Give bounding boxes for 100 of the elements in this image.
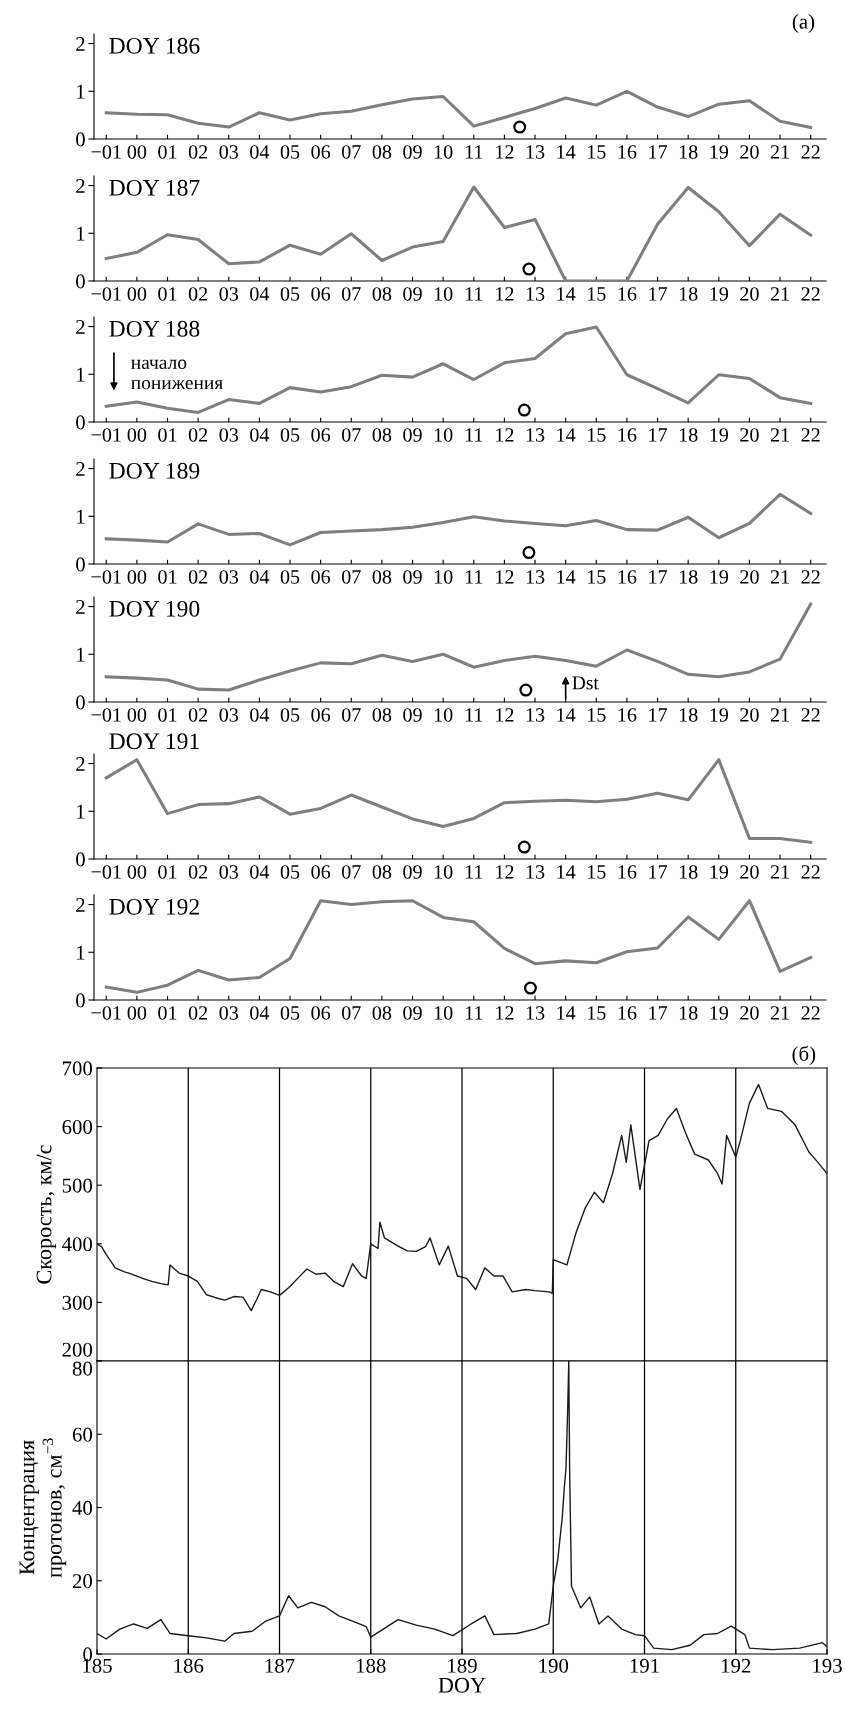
x-tick-label: 22	[801, 570, 820, 584]
x-tick-label: 02	[188, 865, 208, 879]
y-tick-label: 1	[77, 945, 85, 960]
x-tick-label: 16	[618, 145, 637, 159]
x-tick-label: 193	[813, 1658, 842, 1673]
x-tick-label: 15	[587, 1006, 606, 1020]
y-tick-label: 0	[76, 415, 85, 430]
x-tick-label: 21	[770, 287, 789, 301]
y-tick-label: 1	[77, 804, 85, 819]
chart-title: DOY 189	[109, 462, 200, 479]
x-tick-label: 08	[372, 865, 392, 879]
x-tick-label: 09	[403, 570, 422, 584]
x-tick-label: 08	[372, 145, 392, 159]
y-tick-label: 200	[62, 1342, 93, 1357]
x-tick-label: 05	[280, 145, 300, 159]
x-tick-label: 20	[740, 287, 759, 301]
y-tick-label: 0	[76, 993, 85, 1008]
x-tick-label: 09	[403, 1006, 422, 1020]
chart-title: DOY 191	[109, 733, 199, 750]
x-tick-label: 07	[341, 865, 361, 879]
y-tick-label: 2	[76, 319, 85, 334]
x-tick-label: 14	[557, 145, 576, 159]
x-tick-label: 01	[158, 1006, 177, 1020]
y-tick-label: 1	[77, 226, 85, 241]
y-tick-label: 80	[72, 1361, 93, 1376]
x-tick-label: 03	[219, 570, 239, 584]
x-tick-label: 15	[587, 287, 606, 301]
x-tick-label: 01	[158, 570, 177, 584]
x-tick-label: −01	[91, 145, 121, 159]
chart-title: DOY 192	[109, 898, 199, 915]
x-tick-label: 10	[434, 1006, 453, 1020]
chart-title: DOY 186	[109, 37, 200, 54]
x-tick-label: 18	[679, 287, 698, 301]
x-tick-label: 13	[526, 1006, 545, 1020]
x-tick-label: 02	[188, 708, 208, 722]
x-tick-label: 07	[341, 570, 361, 584]
x-tick-label: 04	[250, 865, 270, 879]
x-tick-label: 17	[649, 428, 668, 442]
y-tick-label: 0	[76, 274, 85, 289]
x-tick-label: 190	[539, 1658, 569, 1673]
x-tick-label: −01	[91, 287, 121, 301]
x-tick-label: 11	[465, 570, 483, 584]
y-axis-title: Концентрация протонов, см$^{−3}$	[19, 1438, 67, 1578]
x-tick-label: 02	[188, 428, 208, 442]
chart-title: DOY 188	[109, 320, 200, 337]
x-tick-label: 07	[341, 708, 361, 722]
y-tick-label: 2	[76, 36, 85, 51]
x-tick-label: 11	[465, 287, 483, 301]
x-tick-label: 19	[710, 708, 729, 722]
y-tick-label: 0	[76, 132, 85, 147]
y-tick-label: 0	[76, 852, 85, 867]
x-tick-label: 02	[188, 1006, 208, 1020]
x-tick-label: 01	[158, 865, 177, 879]
text: (б)	[792, 1045, 816, 1066]
x-tick-label: 19	[710, 145, 729, 159]
x-tick-label: 16	[618, 570, 637, 584]
x-tick-label: 17	[649, 1006, 668, 1020]
x-tick-label: 00	[127, 865, 147, 879]
x-tick-label: 19	[710, 570, 729, 584]
x-tick-label: 05	[280, 865, 300, 879]
x-tick-label: 19	[710, 1006, 729, 1020]
chart-title: DOY 190	[109, 600, 200, 617]
x-tick-label: 21	[770, 708, 789, 722]
y-tick-label: 2	[76, 461, 85, 476]
x-tick-label: 20	[740, 1006, 759, 1020]
x-tick-label: 05	[280, 428, 300, 442]
x-tick-label: 09	[403, 287, 422, 301]
x-tick-label: 16	[618, 865, 637, 879]
x-tick-label: 10	[434, 570, 453, 584]
x-tick-label: −01	[91, 708, 121, 722]
y-tick-label: 2	[76, 897, 85, 912]
x-tick-label: 10	[434, 708, 453, 722]
x-tick-label: 17	[649, 708, 668, 722]
x-tick-label: 13	[526, 708, 545, 722]
x-tick-label: 14	[557, 570, 576, 584]
x-tick-label: 06	[311, 145, 331, 159]
x-tick-label: 00	[127, 287, 147, 301]
x-tick-label: 20	[740, 145, 759, 159]
x-tick-label: 18	[679, 1006, 698, 1020]
y-tick-label: 2	[76, 178, 85, 193]
line-series	[104, 89, 813, 130]
x-tick-label: 05	[280, 1006, 300, 1020]
x-tick-label: 00	[127, 570, 147, 584]
x-tick-label: 17	[649, 865, 668, 879]
chart-title: DOY 187	[109, 179, 200, 196]
x-tick-label: 14	[557, 287, 576, 301]
x-tick-label: 07	[341, 287, 361, 301]
x-tick-label: 20	[740, 865, 759, 879]
y-tick-label: 1	[77, 509, 85, 524]
x-tick-label: 16	[618, 1006, 637, 1020]
x-tick-label: −01	[91, 1006, 121, 1020]
y-tick-label: 20	[72, 1574, 93, 1589]
x-tick-label: 14	[557, 865, 576, 879]
x-tick-label: 19	[710, 865, 729, 879]
x-tick-label: 05	[280, 287, 300, 301]
y-tick-label: 0	[76, 695, 85, 710]
y-tick-label: 600	[62, 1119, 93, 1135]
x-tick-label: 08	[372, 428, 392, 442]
y-tick-label: 1	[77, 84, 85, 99]
x-tick-label: 14	[557, 708, 576, 722]
